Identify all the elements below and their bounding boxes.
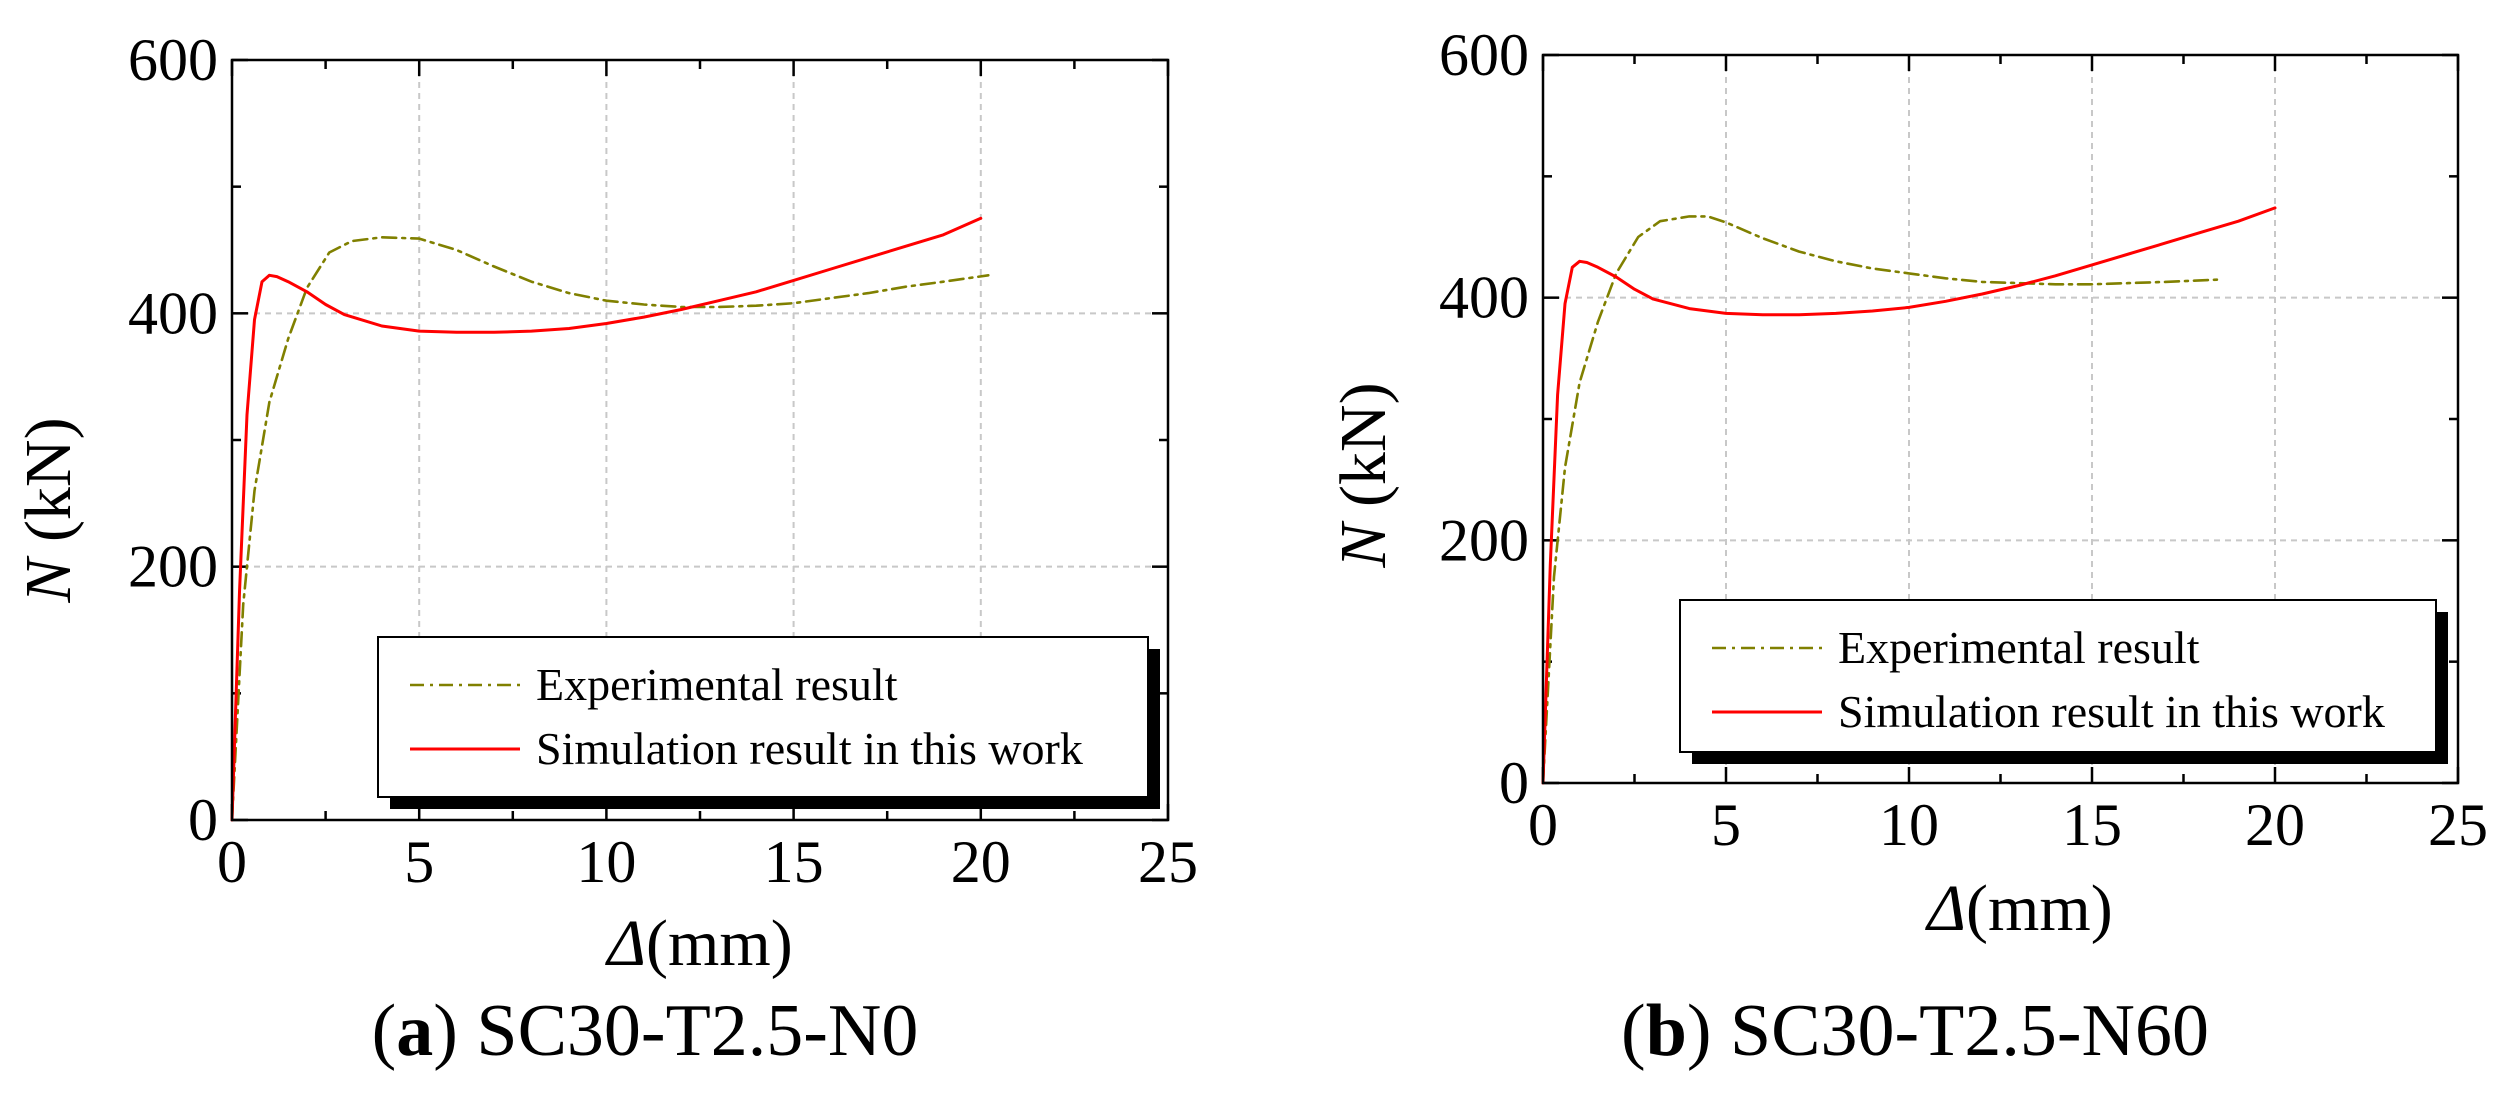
- panel-a-series: [230, 216, 990, 822]
- panel-a-x-tick-label: 5: [404, 829, 434, 895]
- panel-b-x-tick-label: 15: [2062, 792, 2122, 858]
- panel-b-series: [1541, 206, 2277, 785]
- panel-b-y-axis-unit: (kN): [1327, 382, 1400, 507]
- panel-b-x-axis-unit: (mm): [1966, 872, 2113, 945]
- panel-a-x-axis-unit: (mm): [646, 907, 793, 980]
- panel-b-plot-frame: [1541, 53, 2460, 785]
- panel-a-x-axis-title: Δ(mm): [604, 907, 792, 980]
- panel-b-y-axis-title: N (kN): [1327, 382, 1400, 568]
- panel-b-legend-label-experimental: Experimental result: [1838, 622, 2200, 673]
- panel-a-legend-label-experimental: Experimental result: [536, 659, 898, 710]
- panel-a-legend: Experimental result Simulation result in…: [377, 636, 1160, 809]
- panel-a-grid: [232, 60, 1168, 820]
- panel-a-x-tick-label: 0: [217, 829, 247, 895]
- panel-a-x-tick-label: 10: [576, 829, 636, 895]
- panel-b-x-tick-label: 25: [2428, 792, 2488, 858]
- panel-b-caption-text: SC30-T2.5-N60: [1730, 990, 2209, 1072]
- panel-b-caption: (b) SC30-T2.5-N60: [1621, 990, 2209, 1072]
- panel-b-x-tick-label: 10: [1879, 792, 1939, 858]
- panel-b-y-tick-label: 600: [1439, 22, 1529, 88]
- panel-b-y-tick-label: 400: [1439, 265, 1529, 331]
- panel-a: 0 5 10 15 20 25 0 200 400 600 Experimental result…: [12, 27, 1198, 980]
- panel-a-caption-label: a: [396, 990, 433, 1072]
- panel-b-series-simulation-line: [1541, 206, 2277, 785]
- panel-a-y-axis-unit: (kN): [12, 417, 85, 542]
- panel-a-legend-box: [377, 636, 1149, 798]
- panel-b-y-tick-label: 200: [1439, 507, 1529, 573]
- panel-b-x-axis-title: Δ(mm): [1924, 872, 2112, 945]
- panel-b-y-axis-symbol: N: [1327, 520, 1400, 569]
- panel-a-caption: (a) SC30-T2.5-N0: [372, 990, 919, 1072]
- panel-b-x-tick-label: 20: [2245, 792, 2305, 858]
- panel-b: 0 5 10 15 20 25 0 200 400 600 Experimental result…: [1327, 22, 2488, 945]
- panel-a-y-tick-label: 0: [188, 787, 218, 853]
- panel-a-y-tick-label: 600: [128, 27, 218, 93]
- panel-a-y-axis-title: N (kN): [12, 417, 85, 603]
- panel-b-legend-box: [1679, 599, 2437, 753]
- panel-b-legend-label-simulation: Simulation result in this work: [1838, 686, 2385, 737]
- panel-a-y-tick-label: 200: [128, 534, 218, 600]
- panel-a-x-tick-label: 15: [764, 829, 824, 895]
- panel-a-tick-labels: 0 5 10 15 20 25 0 200 400 600: [128, 27, 1198, 895]
- panel-a-legend-label-simulation: Simulation result in this work: [536, 723, 1083, 774]
- panel-a-series-experimental-line: [230, 236, 990, 822]
- panel-b-x-tick-label: 5: [1711, 792, 1741, 858]
- panel-a-caption-text: SC30-T2.5-N0: [476, 990, 918, 1072]
- panel-b-series-experimental-line: [1541, 215, 2222, 785]
- panel-a-x-tick-label: 20: [951, 829, 1011, 895]
- panel-a-series-simulation-line: [230, 216, 983, 822]
- panel-b-legend: Experimental result Simulation result in…: [1679, 599, 2448, 764]
- panel-a-x-tick-label: 25: [1138, 829, 1198, 895]
- panel-b-x-tick-label: 0: [1528, 792, 1558, 858]
- panel-b-x-axis-symbol: Δ: [1924, 872, 1966, 945]
- panel-a-x-axis-symbol: Δ: [604, 907, 646, 980]
- panel-a-y-tick-label: 400: [128, 280, 218, 346]
- panel-a-plot-frame: [230, 58, 1170, 822]
- panel-b-caption-label: b: [1646, 990, 1687, 1072]
- panel-b-y-tick-label: 0: [1499, 750, 1529, 816]
- panel-a-y-axis-symbol: N: [12, 555, 85, 604]
- panel-b-tick-labels: 0 5 10 15 20 25 0 200 400 600: [1439, 22, 2488, 858]
